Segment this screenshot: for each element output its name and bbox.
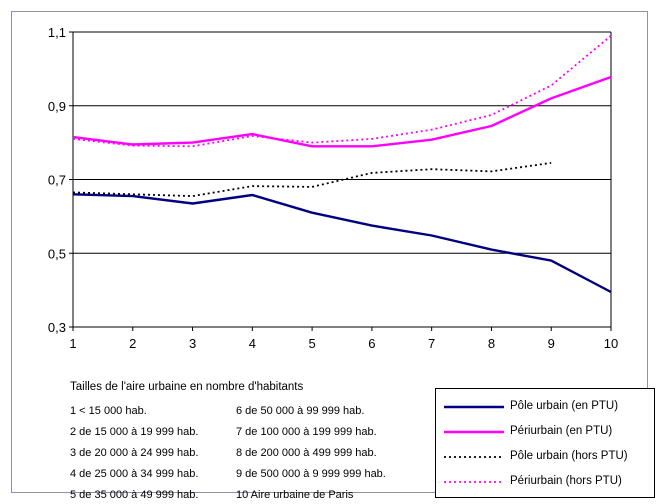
- legend-swatch: [444, 481, 504, 483]
- legend-swatch: [444, 456, 504, 458]
- category-1: 1 < 15 000 hab.: [70, 405, 147, 417]
- x-tick-label: 5: [308, 336, 315, 351]
- x-tick-label: 8: [488, 336, 495, 351]
- category-10: 10 Aire urbaine de Paris: [236, 489, 354, 501]
- category-9: 9 de 500 000 à 9 999 999 hab.: [236, 468, 386, 480]
- category-6: 6 de 50 000 à 99 999 hab.: [236, 405, 365, 417]
- category-3: 3 de 20 000 à 24 999 hab.: [70, 447, 199, 459]
- y-tick-label: 1,1: [48, 25, 66, 40]
- x-tick-labels: 1 2 3 4 5 6 7 8 9 10: [69, 336, 618, 351]
- x-tick-label: 1: [69, 336, 76, 351]
- x-tick-label: 4: [249, 336, 256, 351]
- legend-item-periurbain-en-ptu: Périurbain (en PTU): [442, 423, 652, 441]
- x-tick-label: 6: [368, 336, 375, 351]
- legend-item-pole-urbain-en-ptu: Pôle urbain (en PTU): [442, 398, 652, 416]
- legend: Pôle urbain (en PTU) Périurbain (en PTU)…: [435, 388, 655, 498]
- legend-label: Périurbain (en PTU): [510, 425, 613, 437]
- axes: [69, 31, 612, 331]
- gridlines: [73, 31, 611, 254]
- legend-swatch: [444, 405, 504, 409]
- legend-item-pole-urbain-hors-ptu: Pôle urbain (hors PTU): [442, 448, 652, 466]
- chart-frame: 0,3 0,5 0,7 0,9 1,1 1 2 3 4 5 6 7 8 9 10 Tailles de l…: [11, 11, 655, 501]
- category-8: 8 de 200 000 à 499 999 hab.: [236, 447, 377, 459]
- y-tick-label: 0,5: [48, 246, 66, 261]
- series-lines: [72, 35, 612, 294]
- category-2: 2 de 15 000 à 19 999 hab.: [70, 426, 199, 438]
- category-4: 4 de 25 000 à 34 999 hab.: [70, 468, 199, 480]
- y-tick-label: 0,7: [48, 173, 66, 188]
- y-tick-label: 0,9: [48, 99, 66, 114]
- series-line-2: [72, 75, 612, 148]
- x-tick-label: 9: [548, 336, 555, 351]
- category-5: 5 de 35 000 à 49 999 hab.: [70, 489, 199, 501]
- legend-swatch: [444, 430, 504, 434]
- legend-label: Périurbain (hors PTU): [510, 475, 622, 487]
- legend-label: Pôle urbain (en PTU): [510, 400, 619, 412]
- y-tick-label: 0,3: [48, 320, 66, 335]
- x-tick-label: 10: [604, 336, 618, 351]
- x-tick-label: 7: [428, 336, 435, 351]
- line-chart: 0,3 0,5 0,7 0,9 1,1 1 2 3 4 5 6 7 8 9 10: [48, 25, 618, 351]
- category-7: 7 de 100 000 à 199 999 hab.: [236, 426, 377, 438]
- series-line-3: [72, 162, 552, 198]
- legend-label: Pôle urbain (hors PTU): [510, 450, 628, 462]
- y-tick-labels: 0,3 0,5 0,7 0,9 1,1: [48, 25, 66, 335]
- series-line-4: [72, 35, 612, 148]
- legend-item-periurbain-hors-ptu: Périurbain (hors PTU): [442, 473, 652, 491]
- notes-title: Tailles de l'aire urbaine en nombre d'ha…: [70, 381, 304, 393]
- x-tick-label: 2: [129, 336, 136, 351]
- series-line-1: [72, 193, 612, 294]
- x-tick-label: 3: [189, 336, 196, 351]
